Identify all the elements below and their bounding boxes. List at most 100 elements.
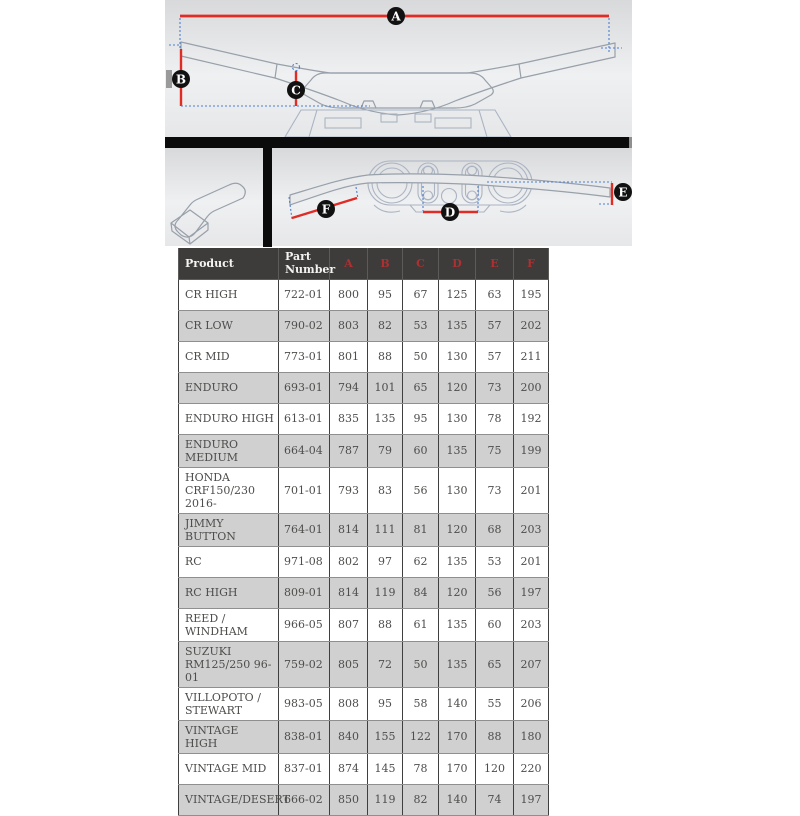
product-cell: CR HIGH xyxy=(178,278,279,311)
header-dim-d: D xyxy=(438,248,476,280)
mount-pad xyxy=(414,113,432,123)
mount-pad xyxy=(434,117,472,129)
product-cell: VILLOPOTO / STEWART xyxy=(178,686,279,721)
table-row: ENDURO 693-01 794 101 65 120 73 200 xyxy=(178,371,549,404)
dimension-cell: 61 xyxy=(402,607,439,642)
mount-bolt xyxy=(466,190,478,201)
dimension-cell: 793 xyxy=(329,466,368,514)
dimension-cell: 78 xyxy=(475,402,514,435)
dimension-cell: 72 xyxy=(367,640,403,688)
spec-table-body: CR HIGH 722-01 800 95 67 125 63 195 CR LOW 790-02… xyxy=(178,278,549,816)
dimension-cell: 135 xyxy=(367,402,403,435)
header-part-number: Part Number xyxy=(278,248,335,280)
dimension-cell: 79 xyxy=(367,433,403,468)
dimension-cell: 170 xyxy=(438,719,476,754)
dimension-cell: 73 xyxy=(475,466,514,514)
dimension-cell: 195 xyxy=(513,278,549,311)
product-cell: REED / WINDHAM xyxy=(178,607,279,642)
part-number-cell: 838-01 xyxy=(278,719,330,754)
mount-plate xyxy=(284,109,512,137)
table-row: CR LOW 790-02 803 82 53 135 57 202 xyxy=(178,309,549,342)
bar-elbow-panel xyxy=(165,148,263,246)
dimension-cell: 201 xyxy=(513,466,549,514)
table-row: RC HIGH 809-01 814 119 84 120 56 197 xyxy=(178,576,549,609)
dimension-cell: 65 xyxy=(402,371,439,404)
dimension-cell: 202 xyxy=(513,309,549,342)
dimension-cell: 60 xyxy=(402,433,439,468)
handlebar-front-outline xyxy=(289,173,611,206)
handlebar-front-view-drawing: F D E xyxy=(288,160,632,221)
part-number-cell: 764-01 xyxy=(278,512,330,547)
dimension-cell: 802 xyxy=(329,545,368,578)
dimension-cell: 60 xyxy=(475,607,514,642)
dim-label-d: D xyxy=(441,203,459,221)
spec-table-header-row: Product Part Number A B C D E F xyxy=(178,248,549,280)
dimension-cell: 88 xyxy=(367,607,403,642)
dimension-cell: 55 xyxy=(475,686,514,721)
dim-label-c: C xyxy=(287,81,305,99)
table-row: HONDA CRF150/230 2016- 701-01 793 83 56 130 73… xyxy=(178,466,549,514)
dimension-cell: 78 xyxy=(402,752,439,785)
dimension-cell: 122 xyxy=(402,719,439,754)
vertical-divider-bar xyxy=(263,148,272,247)
dimension-cell: 95 xyxy=(367,278,403,311)
dimension-cell: 56 xyxy=(402,466,439,514)
dimension-cell: 814 xyxy=(329,576,368,609)
dimension-cell: 835 xyxy=(329,402,368,435)
part-number-cell: 773-01 xyxy=(278,340,330,373)
dimension-cell: 787 xyxy=(329,433,368,468)
table-row: VINTAGE MID 837-01 874 145 78 170 120 220 xyxy=(178,752,549,785)
steering-stem xyxy=(440,187,458,205)
table-row: ENDURO MEDIUM 664-04 787 79 60 135 75 199 xyxy=(178,433,549,468)
dimension-cell: 62 xyxy=(402,545,439,578)
dimension-cell: 180 xyxy=(513,719,549,754)
elbow-base-block xyxy=(170,209,209,245)
table-row: CR MID 773-01 801 88 50 130 57 211 xyxy=(178,340,549,373)
dimension-cell: 84 xyxy=(402,576,439,609)
dim-label-a: A xyxy=(387,7,405,25)
dimension-cell: 203 xyxy=(513,607,549,642)
dimension-cell: 807 xyxy=(329,607,368,642)
dimension-cell: 95 xyxy=(367,686,403,721)
svg-text:A: A xyxy=(390,10,401,24)
dimension-cell: 135 xyxy=(438,640,476,688)
part-number-cell: 983-05 xyxy=(278,686,330,721)
divider-end-cap xyxy=(629,137,632,149)
dimension-cell: 120 xyxy=(438,512,476,547)
svg-text:C: C xyxy=(291,84,301,98)
svg-text:B: B xyxy=(176,73,186,87)
table-row: VINTAGE HIGH 838-01 840 155 122 170 88 180 xyxy=(178,719,549,754)
dimension-cell: 140 xyxy=(438,686,476,721)
dimension-cell: 130 xyxy=(438,402,476,435)
dimension-cell: 192 xyxy=(513,402,549,435)
part-number-cell: 701-01 xyxy=(278,466,330,514)
edge-tab xyxy=(166,70,172,88)
svg-text:F: F xyxy=(322,203,331,217)
handlebar-outline xyxy=(180,41,616,74)
dimension-cell: 220 xyxy=(513,752,549,785)
dimension-cell: 135 xyxy=(438,545,476,578)
dimension-cell: 53 xyxy=(402,309,439,342)
extension-line xyxy=(179,18,610,53)
product-cell: JIMMY BUTTON xyxy=(178,512,279,547)
product-cell: VINTAGE HIGH xyxy=(178,719,279,754)
mount-bolt xyxy=(422,190,434,201)
table-row: JIMMY BUTTON 764-01 814 111 81 120 68 203 xyxy=(178,512,549,547)
dimension-cell: 119 xyxy=(367,576,403,609)
dimension-cell: 130 xyxy=(438,340,476,373)
dimension-cell: 794 xyxy=(329,371,368,404)
product-cell: ENDURO MEDIUM xyxy=(178,433,279,468)
extension-line xyxy=(422,186,479,211)
bar-elbow-drawing xyxy=(170,182,246,245)
dimension-cell: 803 xyxy=(329,309,368,342)
part-number-cell: 722-01 xyxy=(278,278,330,311)
table-row: RC 971-08 802 97 62 135 53 201 xyxy=(178,545,549,578)
header-dim-e: E xyxy=(475,248,514,280)
dimension-cell: 197 xyxy=(513,576,549,609)
extension-circle xyxy=(291,62,301,72)
dim-label-f: F xyxy=(317,200,335,218)
part-number-cell: 790-02 xyxy=(278,309,330,342)
header-dim-f: F xyxy=(513,248,549,280)
dimension-cell: 200 xyxy=(513,371,549,404)
dimension-cell: 145 xyxy=(367,752,403,785)
